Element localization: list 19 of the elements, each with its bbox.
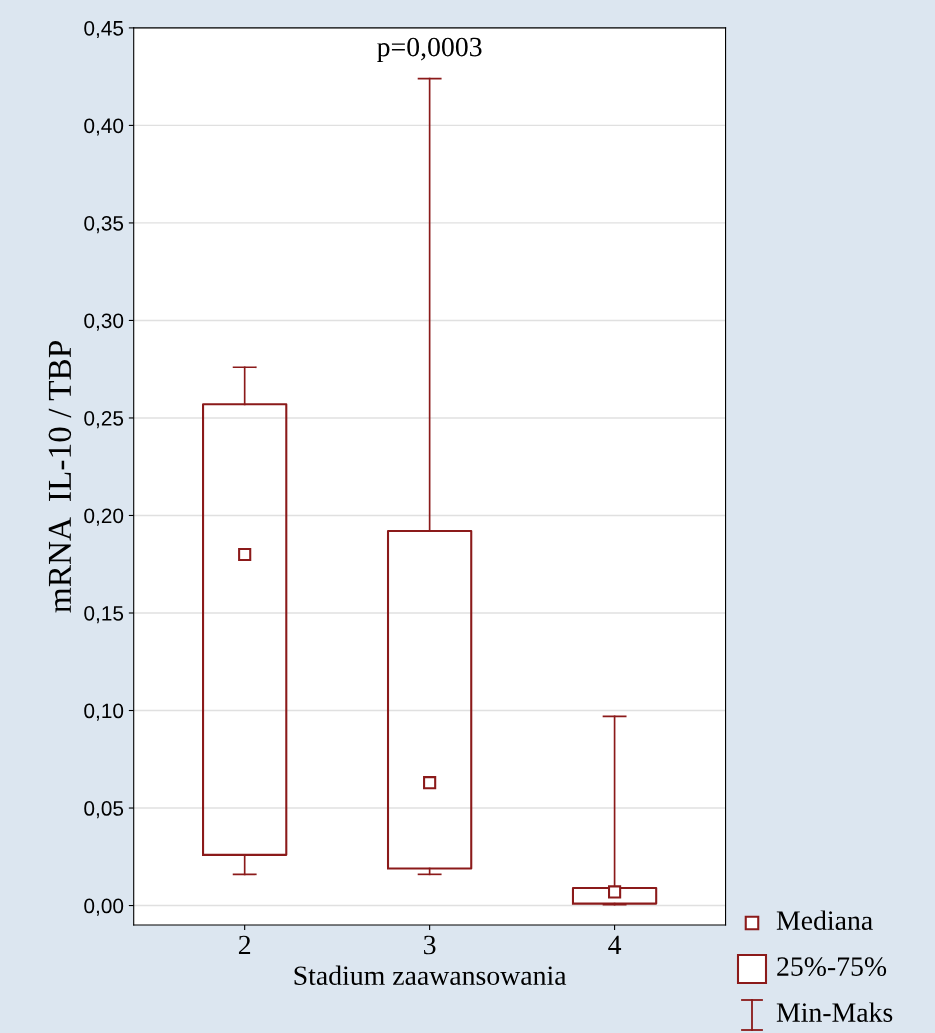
y-tick-label: 0,15 (84, 606, 124, 624)
y-tick-label: 0,25 (84, 410, 124, 429)
x-tick-label: 3 (424, 935, 436, 955)
y-axis-title: mRNA IL-10 / TBP (48, 341, 72, 613)
text: 25%-75% (777, 957, 887, 977)
annotation: p=0,0003 (377, 37, 482, 63)
y-tick-label: 0,40 (84, 118, 124, 136)
y-tick-label: 0,20 (84, 508, 124, 526)
y-tick-label: 0,00 (84, 898, 124, 916)
y-tick-label: 0,30 (84, 313, 124, 331)
text: Min-Maks (776, 1002, 893, 1022)
x-tick-label: 2 (238, 935, 251, 955)
y-tick-label: 0,45 (84, 20, 124, 39)
y-tick-label: 0,05 (84, 801, 124, 819)
y-tick-label: 0,35 (84, 215, 124, 234)
x-tick-label: 4 (608, 935, 622, 955)
y-tick-label: 0,10 (84, 703, 124, 721)
text: Mediana (776, 910, 873, 930)
x-axis-title: Stadium zaawansowania (294, 965, 567, 986)
